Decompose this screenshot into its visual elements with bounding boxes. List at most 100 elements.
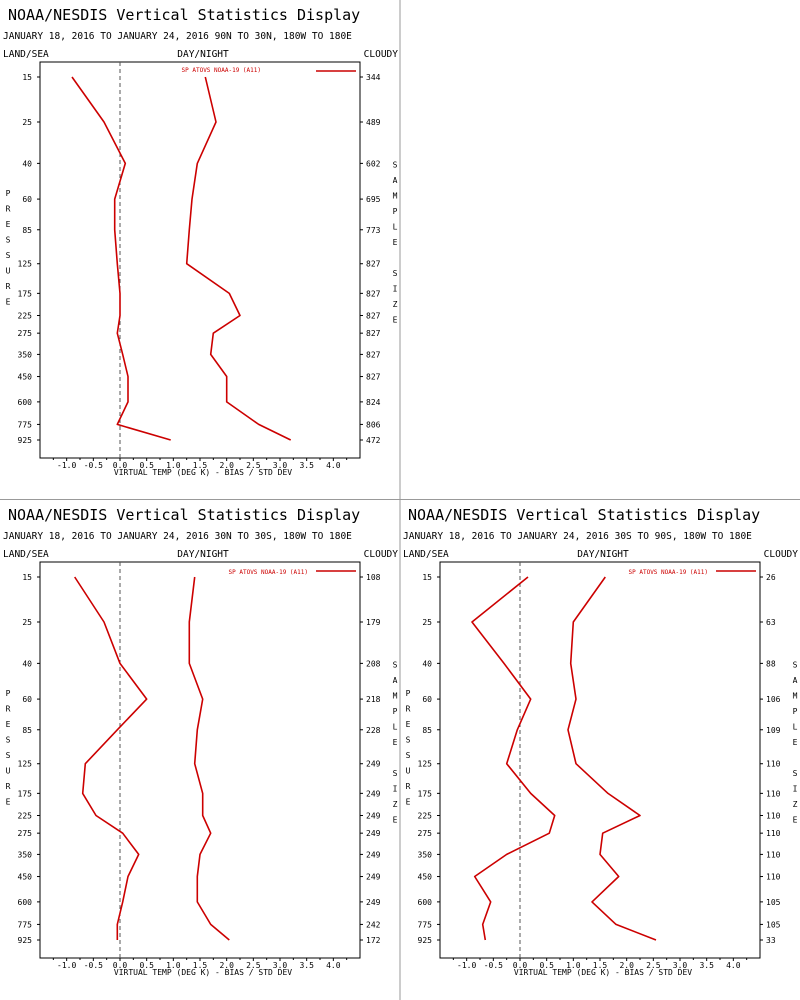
pressure-tick-label: 275	[18, 829, 33, 838]
pressure-tick-label: 600	[18, 898, 33, 907]
panel-90n-30n: NOAA/NESDIS Vertical Statistics Display …	[3, 6, 398, 477]
sample-size-label: 26	[766, 573, 776, 582]
pressure-tick-label: 925	[18, 936, 33, 945]
sample-size-label: 228	[366, 726, 381, 735]
x-tick-label: 1.0	[166, 461, 181, 470]
pressure-tick-label: 85	[22, 726, 32, 735]
pressure-tick-label: 25	[22, 118, 32, 127]
sample-size-label: 249	[366, 898, 381, 907]
sample-size-label: 827	[366, 350, 381, 359]
pressure-tick-label: 225	[18, 311, 33, 320]
x-tick-label: 1.5	[193, 961, 208, 970]
sample-size-label: 249	[366, 829, 381, 838]
x-tick-label: 1.5	[593, 961, 608, 970]
x-tick-label: 3.5	[299, 961, 314, 970]
pressure-tick-label: 85	[422, 726, 432, 735]
x-tick-label: 0.5	[139, 961, 154, 970]
x-tick-label: 4.0	[726, 961, 741, 970]
sample-size-label: 824	[366, 398, 381, 407]
day-night-label: DAY/NIGHT	[177, 49, 229, 60]
sample-size-label: 249	[366, 850, 381, 859]
pressure-tick-label: 25	[422, 618, 432, 627]
pressure-tick-label: 60	[422, 695, 432, 704]
sample-size-label: 827	[366, 329, 381, 338]
pressure-tick-label: 60	[22, 195, 32, 204]
sample-size-label: 172	[366, 936, 381, 945]
x-tick-label: -1.0	[457, 961, 476, 970]
sample-size-label: 208	[366, 659, 381, 668]
pressure-tick-label: 15	[422, 573, 432, 582]
pressure-tick-label: 25	[22, 618, 32, 627]
sample-size-label: 108	[366, 573, 381, 582]
x-tick-label: 1.0	[166, 961, 181, 970]
pressure-tick-label: 775	[18, 920, 33, 929]
panel-subtitle: JANUARY 18, 2016 TO JANUARY 24, 2016 30N…	[3, 531, 352, 542]
day-night-label: DAY/NIGHT	[577, 549, 629, 560]
std-dev-series-line	[567, 576, 657, 941]
sample-size-label: 109	[766, 726, 781, 735]
cloudy-label: CLOUDY	[364, 549, 399, 560]
x-axis-label: VIRTUAL TEMP (DEG K) - BIAS / STD DEV	[514, 968, 692, 977]
panel-subtitle: JANUARY 18, 2016 TO JANUARY 24, 2016 90N…	[3, 31, 352, 42]
x-tick-label: 3.5	[299, 461, 314, 470]
pressure-tick-label: 775	[418, 920, 433, 929]
cloudy-label: CLOUDY	[764, 549, 799, 560]
x-tick-label: -0.5	[84, 961, 103, 970]
sample-size-label: 695	[366, 195, 381, 204]
bias-series-line	[471, 576, 556, 941]
land-sea-label: LAND/SEA	[403, 549, 449, 560]
x-tick-label: 2.5	[246, 961, 261, 970]
sample-size-label: 105	[766, 920, 781, 929]
sample-size-label: 106	[766, 695, 781, 704]
sample-size-label: 827	[366, 373, 381, 382]
pressure-tick-label: 125	[18, 760, 33, 769]
pressure-tick-label: 275	[18, 329, 33, 338]
sample-size-label: 110	[766, 760, 781, 769]
std-dev-series-line	[185, 76, 292, 441]
pressure-tick-label: 350	[18, 350, 33, 359]
sample-size-label: 110	[766, 873, 781, 882]
sample-size-label: 806	[366, 420, 381, 429]
x-tick-label: 2.5	[646, 961, 661, 970]
sample-size-label: 105	[766, 898, 781, 907]
pressure-tick-label: 350	[418, 850, 433, 859]
sample-size-label: 472	[366, 436, 381, 445]
x-tick-label: 0.5	[539, 961, 554, 970]
bias-series-line	[74, 576, 148, 940]
pressure-tick-label: 225	[418, 811, 433, 820]
legend-label: SP ATOVS NOAA-19 (A11)	[182, 67, 261, 74]
sample-size-label: 602	[366, 159, 381, 168]
pressure-tick-label: 125	[418, 760, 433, 769]
sample-size-label: 110	[766, 829, 781, 838]
pressure-tick-label: 60	[22, 695, 32, 704]
pressure-tick-label: 450	[18, 373, 33, 382]
std-dev-series-line	[188, 576, 230, 941]
pressure-tick-label: 125	[18, 260, 33, 269]
x-tick-label: -0.5	[484, 961, 503, 970]
x-tick-label: 2.0	[619, 961, 634, 970]
pressure-tick-label: 775	[18, 420, 33, 429]
x-axis-label: VIRTUAL TEMP (DEG K) - BIAS / STD DEV	[114, 968, 292, 977]
sample-size-label: 33	[766, 936, 776, 945]
pressure-tick-label: 175	[418, 789, 433, 798]
x-tick-label: 1.0	[566, 961, 581, 970]
x-axis-label: VIRTUAL TEMP (DEG K) - BIAS / STD DEV	[114, 468, 292, 477]
sample-size-label: 344	[366, 73, 381, 82]
pressure-tick-label: 40	[422, 659, 432, 668]
sample-size-label: 63	[766, 618, 776, 627]
sample-size-label: 773	[366, 226, 381, 235]
x-tick-label: 0.0	[513, 961, 528, 970]
sample-size-label: 242	[366, 920, 381, 929]
sample-size-label: 179	[366, 618, 381, 627]
pressure-tick-label: 925	[418, 936, 433, 945]
land-sea-label: LAND/SEA	[3, 549, 49, 560]
panel-30s-90s: NOAA/NESDIS Vertical Statistics Display …	[403, 506, 798, 977]
legend-label: SP ATOVS NOAA-19 (A11)	[629, 569, 708, 576]
sample-size-label: 249	[366, 811, 381, 820]
x-tick-label: 4.0	[326, 961, 341, 970]
